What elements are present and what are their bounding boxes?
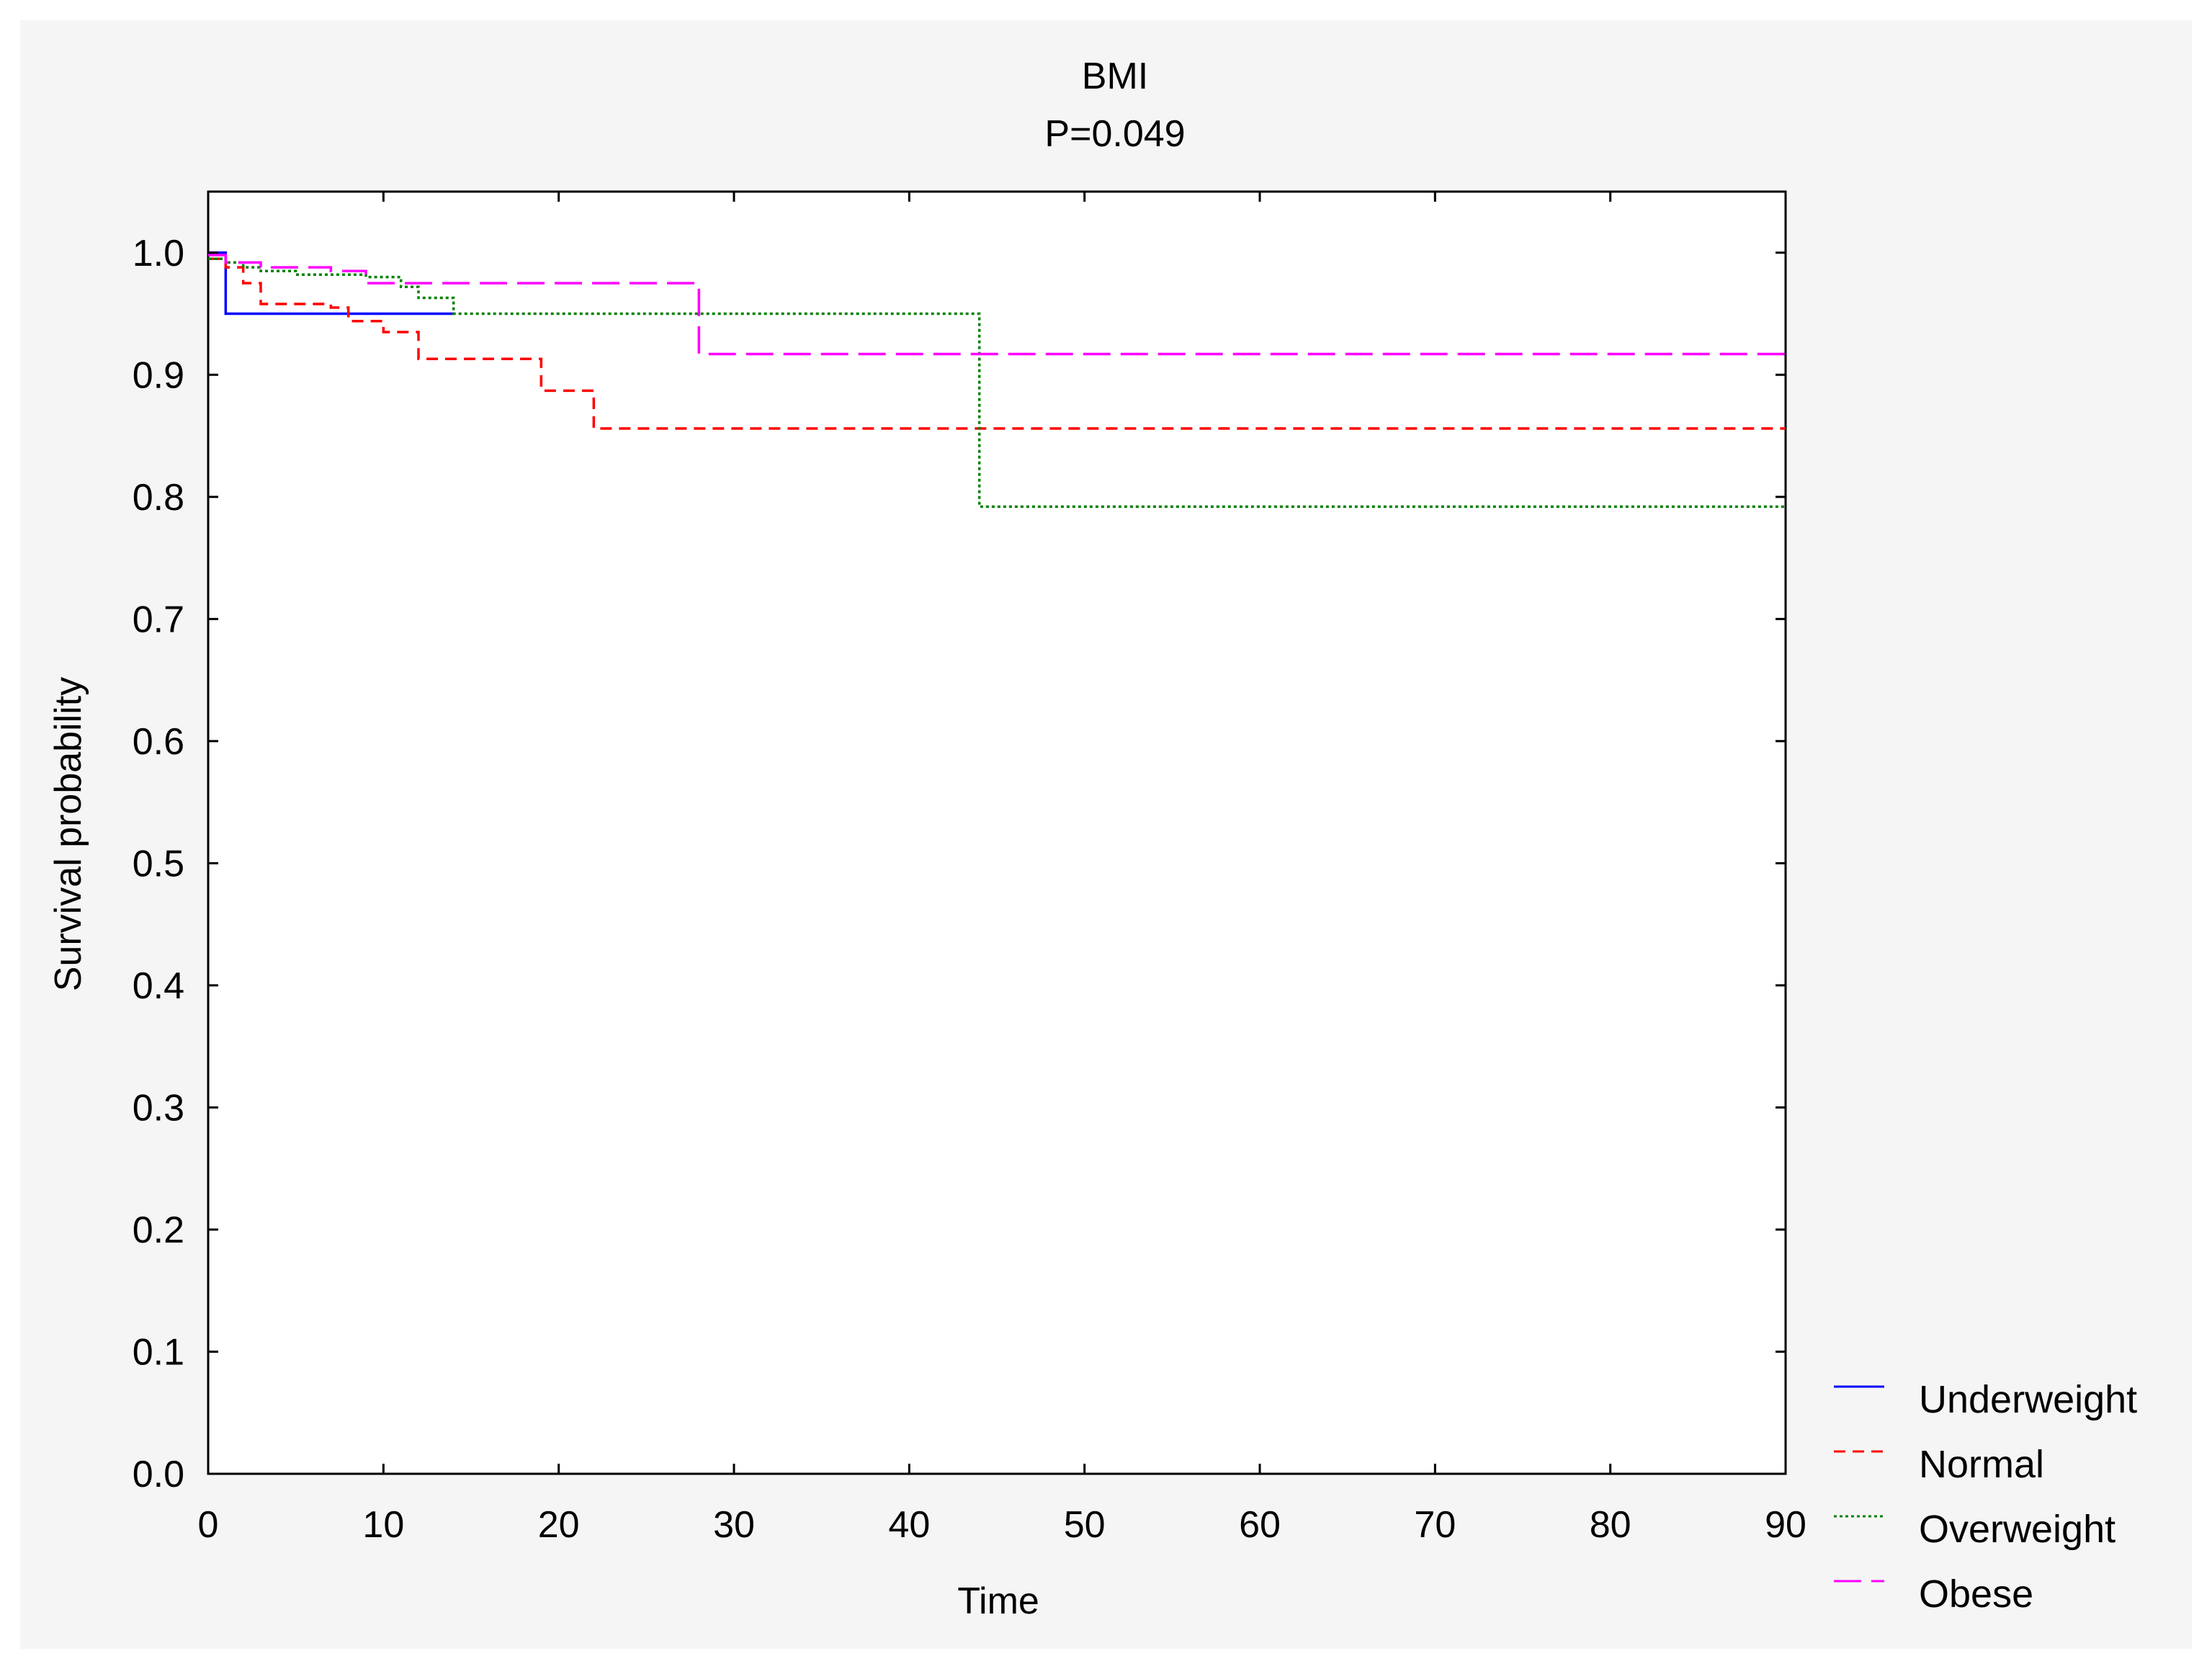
y-tick-label: 1.0: [133, 233, 184, 274]
x-tick-label: 90: [1765, 1504, 1806, 1546]
x-tick-label: 20: [538, 1504, 580, 1546]
y-tick-label: 0.5: [133, 843, 184, 885]
y-tick-label: 0.7: [133, 599, 184, 640]
y-tick-label: 0.4: [133, 965, 184, 1007]
axis-layer: 0 10 20 30 40 50 60 70 80 90 0.0 0.1 0.2 0.3 0.4 0.5 0.6…: [133, 192, 1806, 1546]
y-tick-label: 0.9: [133, 354, 184, 396]
legend-label-underweight: Underweight: [1919, 1378, 2137, 1421]
y-axis-label: Survival probability: [48, 677, 89, 991]
x-tick-label: 40: [888, 1504, 930, 1546]
x-tick-label: 80: [1590, 1504, 1631, 1546]
x-tick-label: 10: [362, 1504, 404, 1546]
legend: Underweight Normal Overweight Obese: [1834, 1378, 2137, 1616]
chart-subtitle: P=0.049: [1044, 113, 1185, 155]
legend-label-normal: Normal: [1919, 1443, 2044, 1486]
x-tick-label: 0: [198, 1504, 219, 1546]
y-tick-label: 0.0: [133, 1454, 184, 1495]
chart-title: BMI: [1082, 55, 1148, 97]
y-tick-label: 0.2: [133, 1209, 184, 1251]
plot-area: [207, 190, 1787, 1475]
y-tick-label: 0.1: [133, 1331, 184, 1373]
y-tick-label: 0.3: [133, 1087, 184, 1129]
x-tick-label: 60: [1239, 1504, 1281, 1546]
x-tick-label: 30: [713, 1504, 755, 1546]
series-line-overweight: [208, 257, 1786, 509]
series-line-normal: [208, 257, 1786, 430]
y-tick-label: 0.8: [133, 477, 184, 519]
series-line-obese: [208, 254, 1786, 356]
y-tick-label: 0.6: [133, 721, 184, 763]
x-tick-label: 50: [1064, 1504, 1106, 1546]
legend-label-obese: Obese: [1919, 1572, 2033, 1616]
x-axis-label: Time: [957, 1580, 1039, 1622]
x-tick-label: 70: [1414, 1504, 1456, 1546]
legend-label-overweight: Overweight: [1919, 1508, 2115, 1551]
